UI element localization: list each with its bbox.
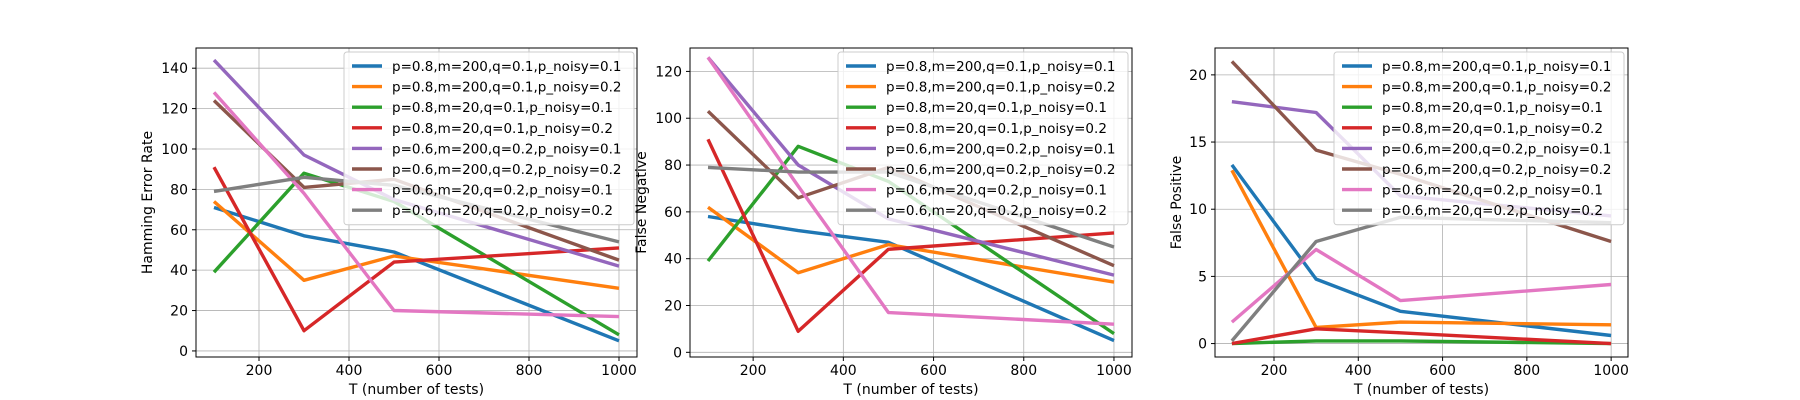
legend-label: p=0.8,m=20,q=0.1,p_noisy=0.2 xyxy=(392,121,613,137)
legend-label: p=0.6,m=20,q=0.2,p_noisy=0.1 xyxy=(1382,183,1603,199)
legend-label: p=0.8,m=20,q=0.1,p_noisy=0.2 xyxy=(886,121,1107,137)
legend-label: p=0.6,m=200,q=0.2,p_noisy=0.1 xyxy=(392,141,622,157)
x-tick-label: 1000 xyxy=(601,363,637,379)
x-tick-label: 1000 xyxy=(1096,363,1132,379)
x-tick-label: 400 xyxy=(830,363,857,379)
series-line-4 xyxy=(212,166,620,333)
legend-label: p=0.8,m=200,q=0.1,p_noisy=0.1 xyxy=(886,59,1116,75)
y-tick-label: 20 xyxy=(664,299,682,315)
x-axis-label: T (number of tests) xyxy=(1353,382,1489,398)
y-tick-label: 10 xyxy=(1189,202,1207,218)
series-line-7 xyxy=(212,91,620,319)
x-tick-label: 200 xyxy=(740,363,767,379)
y-tick-label: 20 xyxy=(170,304,188,320)
x-tick-label: 400 xyxy=(336,363,363,379)
y-tick-label: 100 xyxy=(161,142,188,158)
y-tick-label: 40 xyxy=(170,263,188,279)
x-tick-label: 600 xyxy=(426,363,453,379)
legend-label: p=0.8,m=20,q=0.1,p_noisy=0.1 xyxy=(1382,100,1603,116)
series-line-1 xyxy=(707,214,1115,343)
y-tick-label: 120 xyxy=(655,64,682,80)
x-tick-label: 600 xyxy=(1429,363,1456,379)
x-axis-label: T (number of tests) xyxy=(842,382,978,398)
axes-frame xyxy=(195,47,638,358)
legend-label: p=0.6,m=200,q=0.2,p_noisy=0.1 xyxy=(886,141,1116,157)
legend-label: p=0.6,m=20,q=0.2,p_noisy=0.1 xyxy=(392,183,613,199)
legend-label: p=0.8,m=200,q=0.1,p_noisy=0.2 xyxy=(392,80,622,96)
y-tick-label: 20 xyxy=(1189,68,1207,84)
legend-label: p=0.6,m=20,q=0.2,p_noisy=0.2 xyxy=(392,203,613,219)
legend-label: p=0.6,m=20,q=0.2,p_noisy=0.2 xyxy=(1382,203,1603,219)
series-line-7 xyxy=(706,56,1115,326)
series-line-2 xyxy=(707,205,1115,284)
legend: p=0.8,m=200,q=0.1,p_noisy=0.1 p=0.8,m=200… xyxy=(837,51,1129,226)
chart-panel-3: 200 400 600 800 1000 0 5 10 15 20 T (number of tes… xyxy=(1169,47,1629,398)
y-tick-label: 60 xyxy=(664,205,682,221)
series-line-4 xyxy=(706,138,1115,333)
legend-label: p=0.6,m=20,q=0.2,p_noisy=0.2 xyxy=(886,203,1107,219)
y-axis-label: False Negative xyxy=(634,151,650,253)
x-tick-label: 800 xyxy=(516,363,543,379)
legend-label: p=0.6,m=200,q=0.2,p_noisy=0.2 xyxy=(392,162,622,178)
legend-label: p=0.8,m=20,q=0.1,p_noisy=0.2 xyxy=(1382,121,1603,137)
series-line-7 xyxy=(1230,247,1612,324)
legend-label: p=0.8,m=200,q=0.1,p_noisy=0.2 xyxy=(886,80,1116,96)
x-tick-label: 200 xyxy=(246,363,273,379)
legend-label: p=0.6,m=200,q=0.2,p_noisy=0.1 xyxy=(1382,141,1612,157)
legend-label: p=0.6,m=200,q=0.2,p_noisy=0.2 xyxy=(1382,162,1612,178)
y-tick-label: 0 xyxy=(673,345,682,361)
y-tick-label: 40 xyxy=(664,252,682,268)
axes-frame xyxy=(689,47,1133,358)
series-line-2 xyxy=(1230,169,1612,330)
x-tick-label: 200 xyxy=(1261,363,1288,379)
x-tick-label: 800 xyxy=(1513,363,1540,379)
y-tick-label: 80 xyxy=(170,182,188,198)
legend: p=0.8,m=200,q=0.1,p_noisy=0.1 p=0.8,m=200… xyxy=(1333,51,1625,226)
y-tick-label: 0 xyxy=(1198,337,1207,353)
y-tick-label: 100 xyxy=(655,111,682,127)
series-line-2 xyxy=(212,200,620,290)
y-tick-label: 0 xyxy=(179,344,188,360)
chart-panel-2: 200 400 600 800 1000 0 20 40 60 80 100 120 T (number… xyxy=(634,47,1133,398)
x-axis-label: T (number of tests) xyxy=(348,382,484,398)
y-tick-label: 120 xyxy=(161,102,188,118)
series-line-3 xyxy=(1231,339,1612,346)
y-tick-label: 5 xyxy=(1198,269,1207,285)
legend-label: p=0.8,m=200,q=0.1,p_noisy=0.1 xyxy=(1382,59,1612,75)
legend: p=0.8,m=200,q=0.1,p_noisy=0.1 p=0.8,m=200… xyxy=(343,51,635,226)
legend-box xyxy=(1333,51,1625,226)
legend-label: p=0.8,m=20,q=0.1,p_noisy=0.1 xyxy=(886,100,1107,116)
legend-label: p=0.8,m=200,q=0.1,p_noisy=0.2 xyxy=(1382,80,1612,96)
y-tick-label: 15 xyxy=(1189,135,1207,151)
legend-box xyxy=(343,51,635,226)
legend-label: p=0.6,m=200,q=0.2,p_noisy=0.2 xyxy=(886,162,1116,178)
x-tick-label: 600 xyxy=(920,363,947,379)
y-axis-label: Hamming Error Rate xyxy=(140,131,156,274)
legend-label: p=0.6,m=20,q=0.2,p_noisy=0.1 xyxy=(886,183,1107,199)
y-tick-label: 80 xyxy=(664,158,682,174)
series-line-4 xyxy=(1231,327,1612,346)
legend-label: p=0.8,m=200,q=0.1,p_noisy=0.1 xyxy=(392,59,622,75)
legend-label: p=0.8,m=20,q=0.1,p_noisy=0.1 xyxy=(392,100,613,116)
x-tick-label: 400 xyxy=(1345,363,1372,379)
y-tick-label: 140 xyxy=(161,61,188,77)
axes-frame xyxy=(1214,47,1629,358)
y-axis-label: False Positive xyxy=(1169,156,1185,250)
x-tick-label: 800 xyxy=(1010,363,1037,379)
legend-box xyxy=(837,51,1129,226)
y-tick-label: 60 xyxy=(170,223,188,239)
chart-panel-1: 200 400 600 800 1000 0 20 40 60 80 100 120 140 T (num… xyxy=(140,47,638,398)
x-tick-label: 1000 xyxy=(1593,363,1629,379)
